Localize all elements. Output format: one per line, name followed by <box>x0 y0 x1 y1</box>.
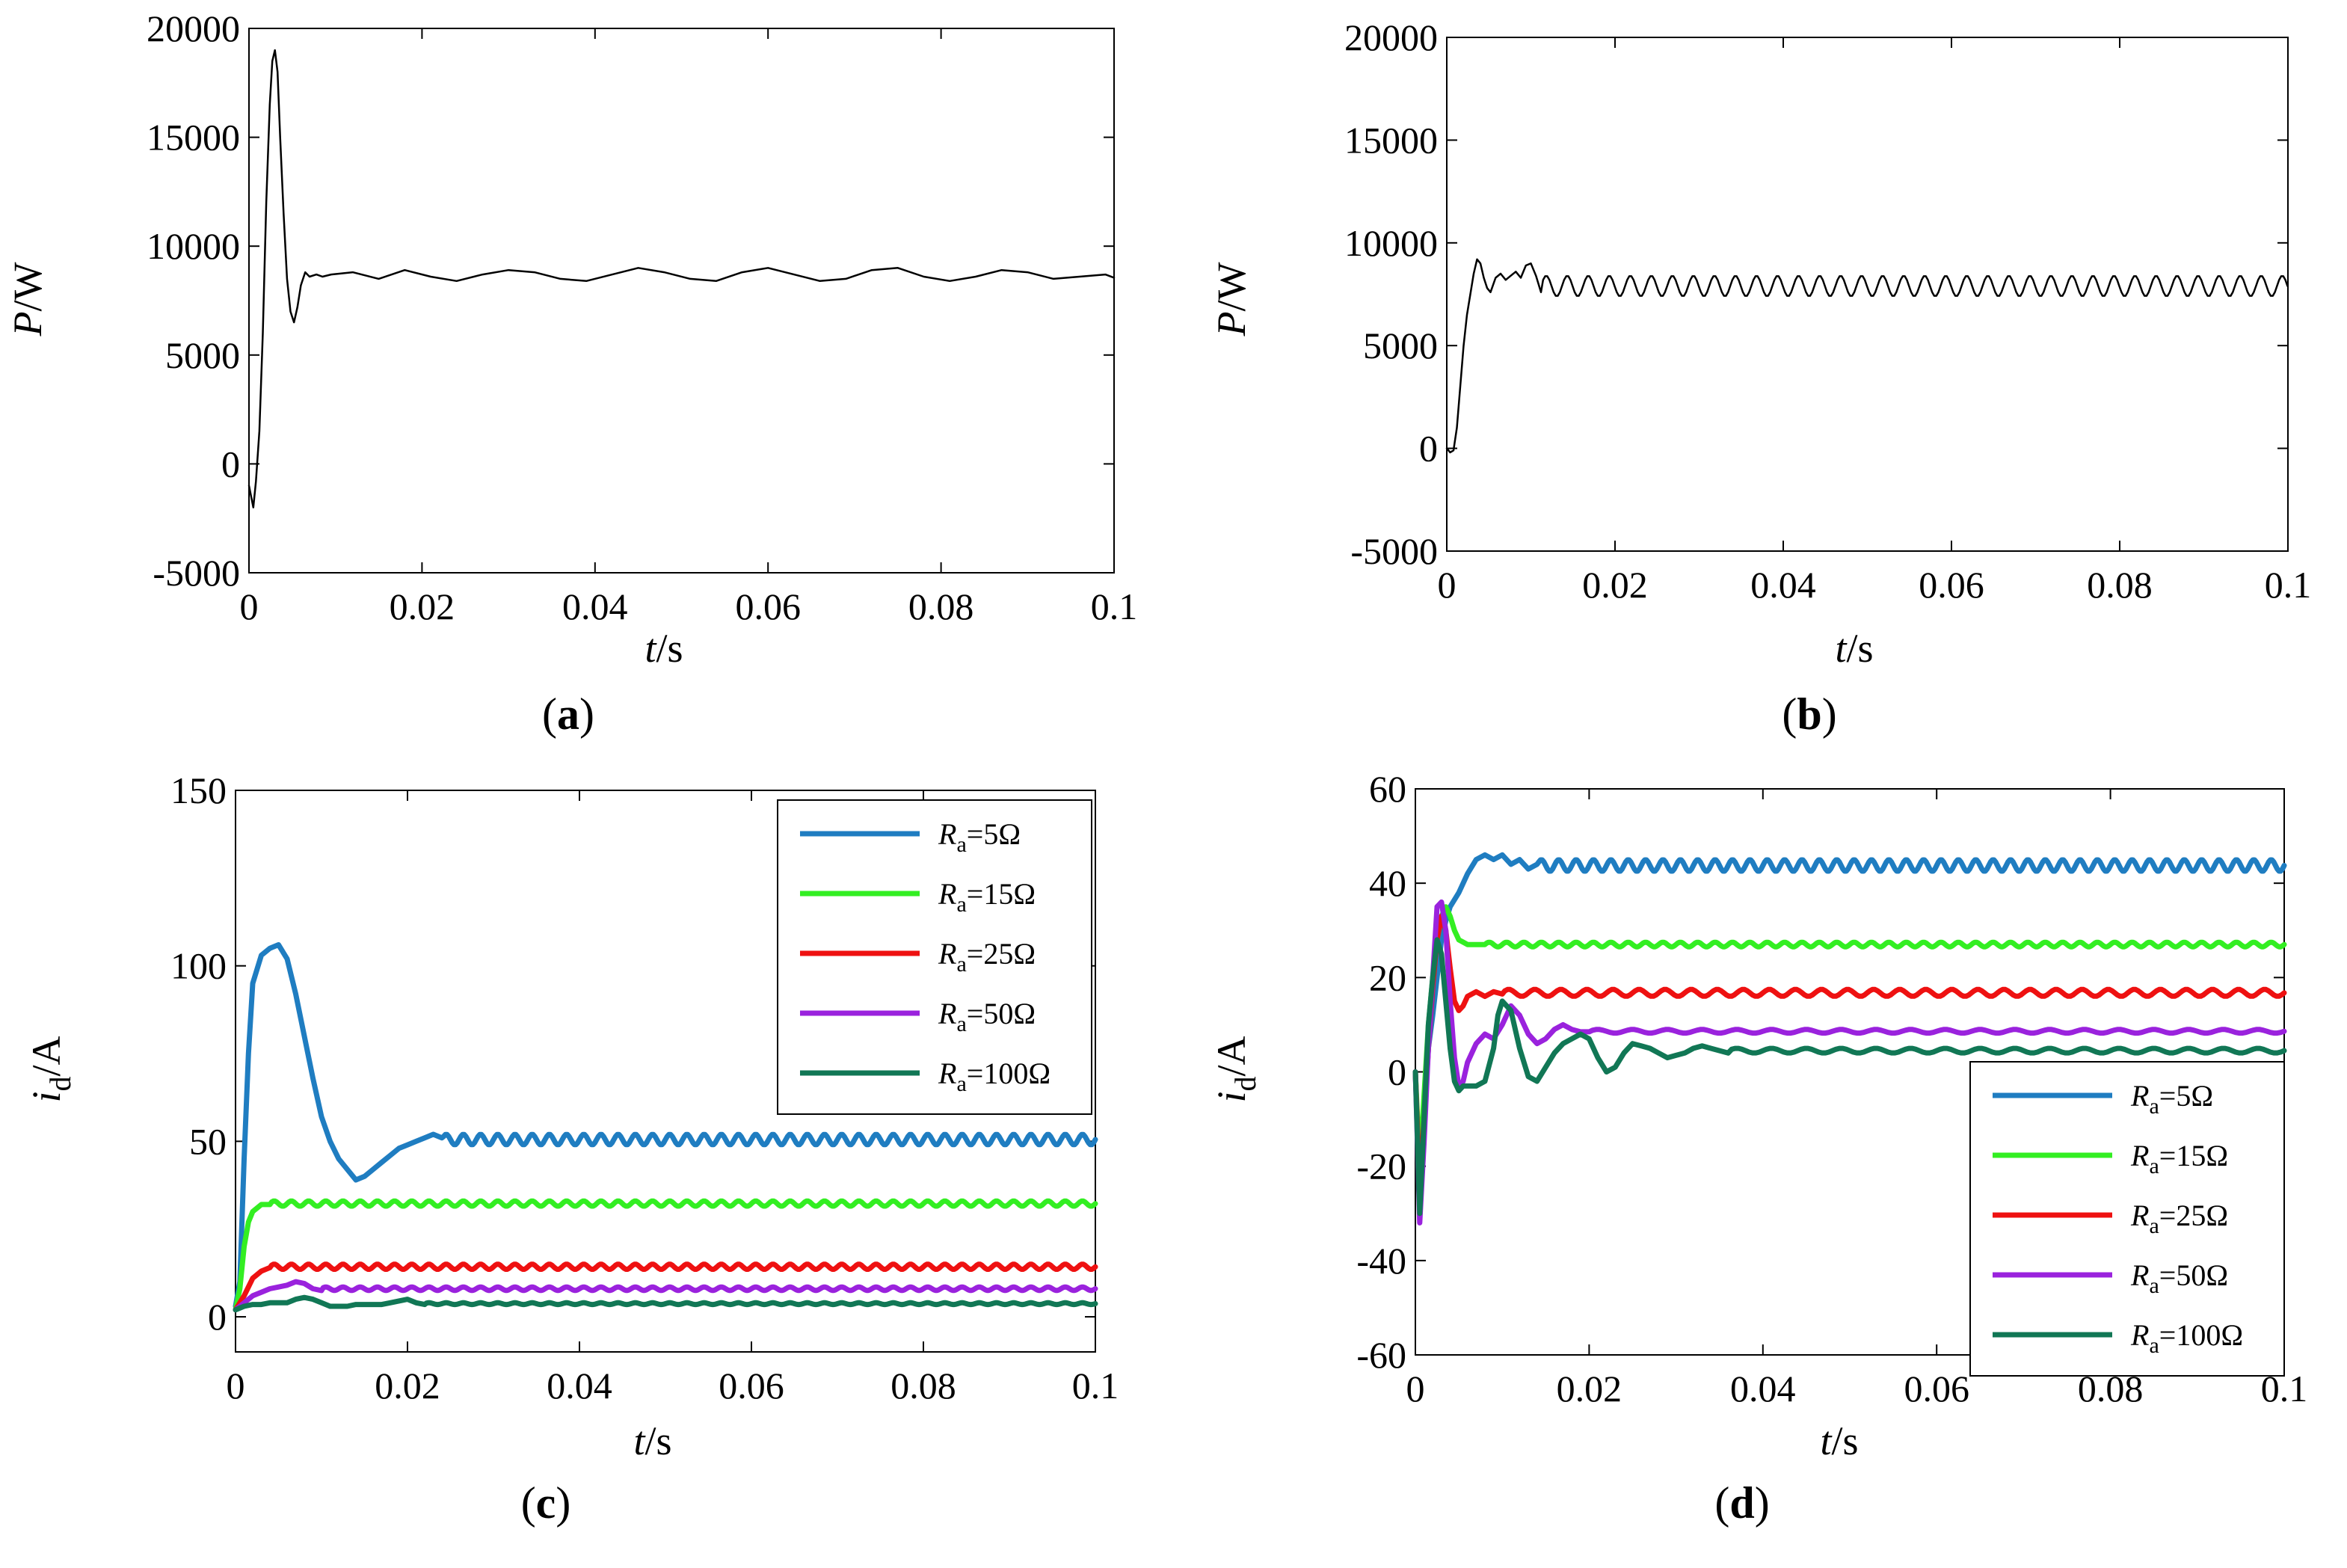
y-tick-label: 20 <box>1369 956 1406 998</box>
panel-b: 0 0.02 0.04 0.06 0.08 0.1-5000050001000015000… <box>1209 16 2311 739</box>
y-tick-label: 5000 <box>1363 325 1438 366</box>
y-tick-label: 20000 <box>1344 16 1438 58</box>
panel-c: 0 0.02 0.04 0.06 0.08 0.1 0 50 100 150 t/s id/A (c) R… <box>24 769 1119 1528</box>
x-tick-label: 0.06 <box>719 1365 784 1406</box>
y-axis-label: id/A <box>24 1036 77 1102</box>
y-tick-label: 0 <box>1388 1051 1406 1093</box>
panel-d: 0 0.02 0.04 0.06 0.08 0.1-60-40-200204060t/si… <box>1209 768 2307 1528</box>
panel-caption: (a) <box>542 689 594 739</box>
y-tick-label: -5000 <box>1350 530 1438 572</box>
x-tick-label: 0.04 <box>1730 1368 1796 1409</box>
panel-a: 0 0.02 0.04 0.06 0.08 0.1-5000050001000015000… <box>5 7 1137 739</box>
x-tick-label: 0.04 <box>1750 564 1816 606</box>
series-line-ra-4 <box>1412 937 2287 1217</box>
panel-caption: (d) <box>1714 1478 1769 1528</box>
y-tick-label: 15000 <box>147 117 240 159</box>
series-line-ra-4 <box>233 1294 1098 1313</box>
x-tick-label: 0.1 <box>2265 564 2312 606</box>
y-tick-label: 150 <box>170 769 227 811</box>
x-axis-label: t/s <box>1820 1418 1858 1463</box>
legend: Ra=5Ω Ra=15Ω Ra=25Ω Ra=50Ω Ra=100Ω <box>1969 1061 2285 1377</box>
x-tick-label: 0.02 <box>375 1365 440 1406</box>
y-tick-label: 5000 <box>165 334 240 376</box>
y-tick-label: 15000 <box>1344 119 1438 161</box>
x-tick-label: 0 <box>240 585 259 627</box>
y-tick-label: 10000 <box>147 225 240 267</box>
series-line-ra-2 <box>1412 913 2287 1193</box>
plot-frame <box>235 790 1096 1353</box>
y-tick-label: -40 <box>1356 1240 1406 1282</box>
series-line-power <box>1445 258 2289 454</box>
x-tick-label: 0.08 <box>908 585 974 627</box>
x-axis-label: t/s <box>645 626 683 671</box>
y-tick-label: -5000 <box>153 552 240 594</box>
y-axis-label: P/W <box>5 262 50 336</box>
y-tick-label: 100 <box>170 945 227 987</box>
y-tick-label: 20000 <box>147 7 240 49</box>
series-line-power <box>247 49 1116 508</box>
legend-label-ra-0: Ra=5Ω <box>2130 1079 2213 1119</box>
x-tick-label: 0.06 <box>1904 1368 1969 1409</box>
legend-box <box>1969 1061 2285 1377</box>
panel-caption: (b) <box>1782 689 1836 739</box>
y-tick-label: 40 <box>1369 862 1406 904</box>
plot-frame <box>1446 37 2289 552</box>
x-tick-label: 0.08 <box>2087 564 2153 606</box>
legend-label-ra-4: Ra=100Ω <box>938 1057 1051 1096</box>
x-tick-label: 0.02 <box>390 585 455 627</box>
series-line-ra-3 <box>1412 899 2287 1226</box>
legend-label-ra-1: Ra=15Ω <box>2130 1139 2228 1178</box>
y-tick-label: 60 <box>1369 768 1406 810</box>
y-tick-label: 10000 <box>1344 222 1438 264</box>
series-line-ra-2 <box>233 1261 1098 1313</box>
x-tick-label: 0.04 <box>547 1365 612 1406</box>
series-line-ra-1 <box>1412 904 2287 1169</box>
legend-label-ra-2: Ra=25Ω <box>938 937 1036 977</box>
y-axis-label: P/W <box>1209 262 1254 336</box>
series-line-ra-3 <box>233 1279 1098 1313</box>
series-line-ra-1 <box>233 1198 1098 1313</box>
y-tick-label: 50 <box>189 1120 227 1162</box>
y-tick-label: -20 <box>1356 1146 1406 1187</box>
x-tick-label: 0.06 <box>1919 564 1984 606</box>
legend: Ra=5Ω Ra=15Ω Ra=25Ω Ra=50Ω Ra=100Ω <box>777 799 1092 1115</box>
plot-frame <box>248 28 1115 574</box>
x-tick-label: 0 <box>1406 1368 1425 1409</box>
y-tick-label: 0 <box>1419 428 1438 470</box>
legend-label-ra-1: Ra=15Ω <box>938 877 1036 917</box>
series-line-ra-0 <box>1412 852 2287 1193</box>
y-tick-label: 0 <box>221 443 240 485</box>
series-line-ra-0 <box>233 942 1098 1309</box>
legend-label-ra-2: Ra=25Ω <box>2130 1199 2228 1238</box>
x-tick-label: 0.1 <box>1091 585 1138 627</box>
x-tick-label: 0.1 <box>1072 1365 1119 1406</box>
y-axis-label: id/A <box>1209 1036 1262 1102</box>
x-tick-label: 0.08 <box>890 1365 956 1406</box>
x-axis-label: t/s <box>1835 626 1873 671</box>
panel-caption: (c) <box>521 1478 571 1528</box>
legend-label-ra-3: Ra=50Ω <box>2130 1258 2228 1298</box>
y-tick-label: -60 <box>1356 1334 1406 1376</box>
legend-label-ra-4: Ra=100Ω <box>2130 1318 2243 1358</box>
x-tick-label: 0.04 <box>562 585 628 627</box>
y-tick-label: 0 <box>208 1296 227 1338</box>
legend-label-ra-3: Ra=50Ω <box>938 997 1036 1036</box>
x-tick-label: 0 <box>1438 564 1457 606</box>
legend-label-ra-0: Ra=5Ω <box>938 817 1021 857</box>
x-axis-label: t/s <box>633 1418 671 1463</box>
x-tick-label: 0.02 <box>1557 1368 1622 1409</box>
x-tick-label: 0.06 <box>735 585 801 627</box>
x-tick-label: 0 <box>227 1365 245 1406</box>
x-tick-label: 0.02 <box>1582 564 1648 606</box>
legend-box <box>777 799 1092 1115</box>
